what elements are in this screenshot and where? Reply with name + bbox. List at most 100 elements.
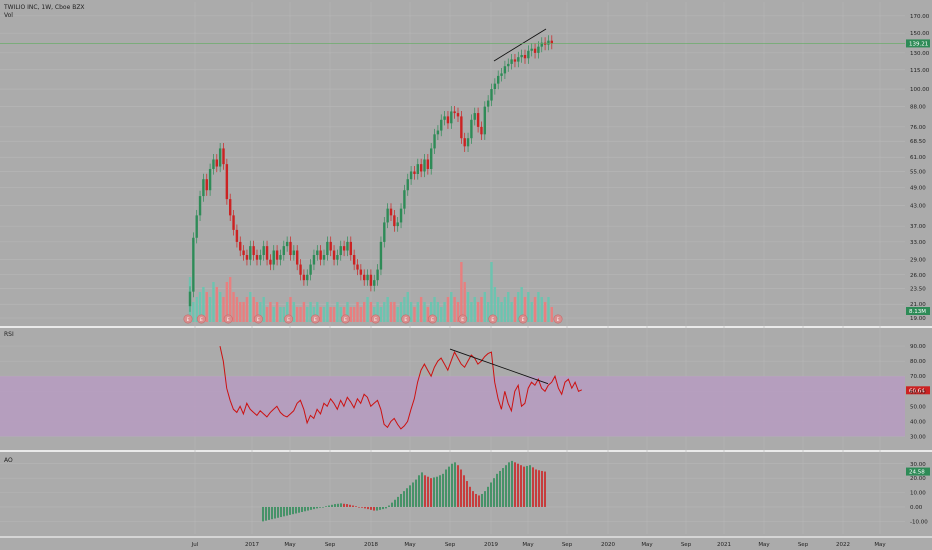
candle — [403, 190, 406, 209]
last-price-value: 139.21 — [909, 41, 928, 47]
price-tick-label: 19.00 — [910, 316, 926, 322]
ao-tick-label: 30.00 — [910, 462, 926, 468]
candle — [269, 259, 272, 265]
ao-bar — [454, 462, 456, 507]
ao-bar — [448, 466, 450, 507]
time-tick-label: Jul — [191, 542, 199, 548]
rsi-tick-label: 80.00 — [910, 359, 926, 365]
price-tick-label: 115.00 — [910, 68, 930, 74]
volume-bar — [450, 292, 453, 322]
candle — [235, 229, 239, 242]
ao-bar — [373, 506, 375, 511]
candle — [255, 255, 259, 260]
ao-bar — [349, 504, 351, 507]
price-tick-label: 21.00 — [910, 302, 926, 308]
earnings-marker — [196, 314, 206, 324]
candle — [386, 208, 389, 223]
ao-bar — [298, 506, 300, 513]
candle — [527, 50, 530, 59]
volume-bar — [192, 302, 195, 322]
candle — [446, 116, 450, 124]
candle — [292, 250, 296, 256]
candle — [252, 246, 255, 256]
candle — [383, 222, 386, 242]
candle — [433, 134, 436, 149]
ao-bar — [262, 506, 264, 522]
candle — [363, 274, 366, 281]
price-tick-label: 130.00 — [910, 51, 930, 57]
volume-bar — [322, 307, 326, 322]
volume-bar — [463, 282, 466, 322]
candle — [359, 269, 363, 275]
volume-bar — [486, 302, 490, 322]
volume-bar — [386, 297, 389, 322]
ao-pane-label: AO — [4, 457, 13, 464]
time-tick-label: May — [284, 542, 296, 548]
rsi-tick-label: 60.00 — [910, 389, 926, 395]
candle — [540, 42, 543, 47]
candle — [493, 83, 497, 90]
price-tick-label: 33.00 — [910, 240, 926, 246]
volume-bar — [530, 302, 533, 322]
ao-bar — [355, 506, 357, 507]
price-trendline — [493, 28, 547, 62]
earnings-marker-label: E — [522, 317, 525, 323]
ao-bar — [433, 477, 435, 507]
rsi-pane-label: RSI — [4, 331, 14, 338]
price-tick-label: 68.50 — [910, 139, 926, 145]
volume-bar — [456, 302, 460, 322]
candle — [530, 48, 533, 51]
candle — [242, 250, 245, 256]
ao-tick-label: 0.00 — [910, 505, 923, 511]
volume-bar — [296, 307, 299, 322]
volume-bar — [235, 297, 239, 322]
ao-bar — [268, 506, 270, 520]
candle — [232, 215, 235, 230]
candle — [470, 119, 473, 139]
volume-bar — [215, 287, 218, 322]
volume-bar — [349, 307, 352, 322]
candle — [406, 179, 409, 191]
volume-bar — [393, 302, 396, 322]
ao-bar — [394, 499, 396, 507]
ao-bar — [292, 506, 294, 515]
ao-bar — [436, 476, 438, 507]
earnings-marker-label: E — [314, 317, 317, 323]
ao-bar — [316, 506, 318, 509]
earnings-marker-label: E — [200, 317, 203, 323]
candle — [547, 40, 550, 45]
candle — [329, 241, 332, 251]
volume-bar — [483, 292, 486, 322]
ao-bar — [379, 506, 381, 510]
earnings-marker — [458, 314, 468, 324]
price-tick-label: 100.00 — [910, 87, 930, 93]
ao-bar — [541, 470, 543, 507]
candle — [409, 171, 413, 180]
ao-bar — [319, 506, 321, 508]
ao-bar — [424, 475, 426, 507]
ao-bar — [415, 479, 417, 507]
candle — [369, 274, 373, 286]
volume-bar — [195, 297, 198, 322]
volume-bar — [493, 287, 497, 322]
candle — [218, 148, 222, 167]
volume-bar — [376, 302, 379, 322]
time-tick-label: 2020 — [601, 542, 615, 548]
ao-bar — [517, 463, 519, 507]
volume-bar — [379, 307, 383, 322]
ao-bar — [406, 488, 408, 507]
volume-bar — [507, 292, 510, 322]
volume-bar — [446, 297, 450, 322]
candle — [289, 241, 292, 256]
price-tick-label: 49.00 — [910, 185, 926, 191]
volume-bar — [245, 297, 249, 322]
volume-bar — [312, 307, 316, 322]
ao-bar — [304, 506, 306, 512]
volume-bar — [242, 302, 245, 322]
ao-bar — [409, 485, 411, 507]
candle — [296, 250, 299, 265]
time-tick-label: 2022 — [836, 542, 850, 548]
ao-bar — [499, 470, 501, 507]
